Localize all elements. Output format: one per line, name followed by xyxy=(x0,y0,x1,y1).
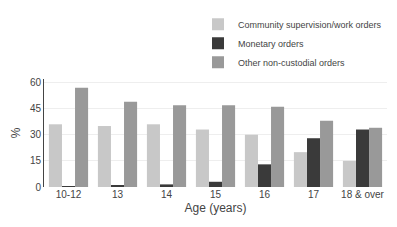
svg-text:30: 30 xyxy=(30,129,42,140)
svg-text:10-12: 10-12 xyxy=(56,189,82,200)
svg-text:16: 16 xyxy=(259,189,271,200)
svg-text:13: 13 xyxy=(112,189,124,200)
svg-text:Other non-custodial orders: Other non-custodial orders xyxy=(238,58,345,68)
svg-text:18 & over: 18 & over xyxy=(341,189,384,200)
svg-text:45: 45 xyxy=(30,103,42,114)
svg-text:17: 17 xyxy=(308,189,320,200)
svg-text:15: 15 xyxy=(210,189,222,200)
svg-text:60: 60 xyxy=(30,77,42,88)
svg-text:Age (years): Age (years) xyxy=(184,201,246,215)
svg-text:0: 0 xyxy=(35,182,41,193)
svg-text:Community supervision/work ord: Community supervision/work orders xyxy=(238,20,382,30)
svg-text:Monetary orders: Monetary orders xyxy=(238,39,304,49)
svg-text:%: % xyxy=(9,127,23,138)
svg-text:15: 15 xyxy=(30,155,42,166)
svg-text:14: 14 xyxy=(161,189,173,200)
